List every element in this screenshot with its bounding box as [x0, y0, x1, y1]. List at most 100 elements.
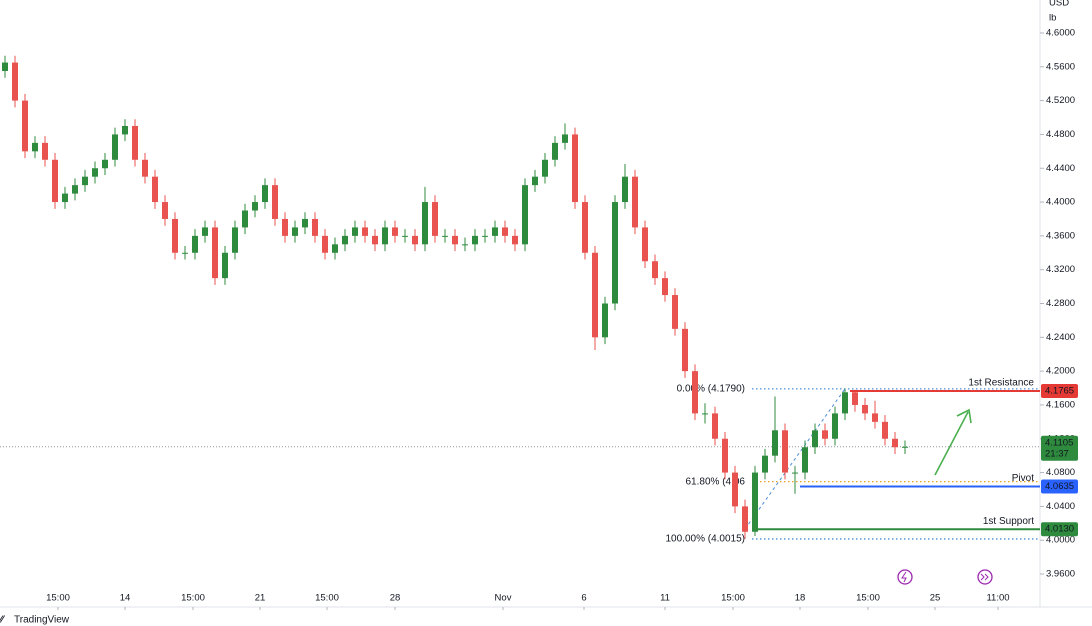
candle-body: [362, 227, 368, 236]
y-tick-label: 4.4000: [1046, 197, 1075, 208]
x-tick-label: 28: [390, 593, 401, 604]
candle-body: [542, 159, 548, 177]
projection-arrow: [934, 408, 972, 476]
candle-body: [342, 235, 348, 245]
candle-body: [142, 159, 148, 177]
currency: USD: [1049, 0, 1069, 9]
candle-body: [422, 202, 428, 245]
x-tick-label: 15:00: [181, 593, 205, 604]
candle-body: [832, 413, 838, 439]
x-tick-label: 21: [255, 593, 266, 604]
candle-body: [132, 125, 138, 160]
candle-body: [642, 227, 648, 262]
candle-body: [312, 218, 318, 236]
candle-body: [392, 227, 398, 236]
x-tick-label: Nov: [495, 593, 512, 604]
candle-body: [432, 202, 438, 236]
candle-body: [282, 218, 288, 236]
footer-brand: TradingView: [14, 615, 70, 626]
scroll-icon[interactable]: [977, 569, 993, 585]
candle-body: [302, 218, 308, 228]
candle-body: [782, 430, 788, 473]
y-tick-label: 4.1600: [1046, 399, 1075, 410]
candle-body: [522, 185, 528, 245]
unit: lb: [1049, 13, 1056, 24]
fib-label: 0.00% (4.1790): [677, 384, 745, 395]
candle-body: [412, 235, 418, 245]
candle-body: [852, 392, 858, 405]
candle-body: [602, 303, 608, 338]
y-tick-label: 4.0800: [1046, 467, 1075, 478]
candle-body: [292, 227, 298, 236]
x-tick-label: 15:00: [856, 593, 880, 604]
level-tag: [1041, 479, 1078, 494]
candle-body: [152, 176, 158, 203]
candle-body: [92, 168, 98, 177]
level-name: 1st Resistance: [968, 378, 1034, 389]
candle-body: [202, 227, 208, 236]
candle-body: [752, 472, 758, 532]
candle-body: [2, 62, 8, 72]
candle-body: [482, 235, 488, 237]
candle-body: [112, 134, 118, 160]
x-tick-label: 14: [120, 593, 131, 604]
candle-body: [452, 235, 458, 245]
candle-body: [682, 328, 688, 372]
y-tick-label: 4.4400: [1046, 163, 1075, 174]
candle-body: [672, 295, 678, 329]
candle-body: [532, 176, 538, 186]
candle-body: [732, 472, 738, 507]
level-tag-label: 4.0130: [1045, 524, 1074, 535]
candle-body: [502, 227, 508, 236]
x-tick-label: 15:00: [46, 593, 70, 604]
candle-body: [722, 438, 728, 473]
y-tick-label: 4.6000: [1046, 27, 1075, 38]
y-tick-label: 4.3600: [1046, 230, 1075, 241]
fib-label: 100.00% (4.0015): [665, 534, 745, 545]
candle-body: [82, 176, 88, 186]
candle-body: [462, 244, 468, 246]
candle-body: [322, 235, 328, 253]
candle-body: [562, 134, 568, 143]
candle-body: [102, 159, 108, 169]
candle-body: [212, 227, 218, 279]
last-price-tag: [1041, 435, 1078, 461]
candle-body: [712, 413, 718, 439]
candle-body: [192, 235, 198, 253]
candle-body: [572, 134, 578, 203]
candle-body: [662, 278, 668, 296]
candle-body: [742, 506, 748, 532]
x-tick-label: 15:00: [315, 593, 339, 604]
candle-body: [842, 392, 848, 414]
candle-body: [442, 235, 448, 237]
level-tag-label: 4.1765: [1045, 386, 1074, 397]
candle-body: [762, 455, 768, 473]
candle-body: [512, 235, 518, 245]
candle-body: [222, 252, 228, 279]
last-price-label: 4.1105: [1045, 437, 1073, 448]
candle-body: [352, 227, 358, 236]
alert-icon[interactable]: [897, 569, 913, 585]
candle-body: [902, 446, 908, 448]
candle-body: [32, 142, 38, 152]
candle-body: [22, 100, 28, 152]
fib-trend: [744, 388, 846, 530]
candle-body: [812, 430, 818, 448]
y-tick-label: 4.0400: [1046, 501, 1075, 512]
candle-body: [822, 430, 828, 439]
candle-body: [772, 430, 778, 456]
candle-body: [872, 413, 878, 422]
y-tick-label: 4.5200: [1046, 95, 1075, 106]
level-tag-label: 4.0635: [1045, 481, 1074, 492]
candle-body: [802, 447, 808, 473]
candle-body: [862, 404, 868, 414]
y-tick-label: 4.0000: [1046, 535, 1075, 546]
candle-body: [42, 142, 48, 160]
candle-body: [692, 371, 698, 414]
candle-body: [582, 202, 588, 253]
candle-body: [882, 421, 888, 439]
candle-body: [162, 202, 168, 219]
candle-body: [72, 185, 78, 194]
